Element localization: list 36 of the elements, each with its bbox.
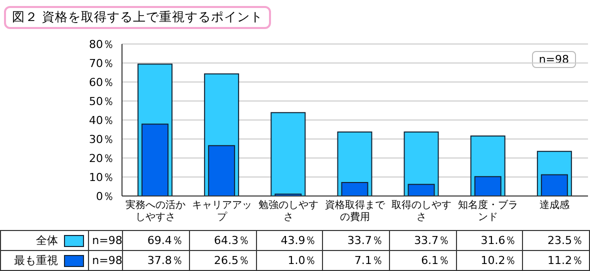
x-tick-label: 資格取得までの費用 [324, 200, 386, 224]
data-label: 23.5％ [522, 230, 590, 250]
x-tick-label: キャリアアップ [190, 200, 253, 224]
data-label: 26.5％ [189, 250, 256, 270]
data-label: 7.1％ [322, 250, 390, 270]
bar [270, 112, 306, 196]
x-tick-label: 知名度・ブランド [457, 200, 520, 224]
chart-title: 図２ 資格を取得する上で重視するポイント [4, 6, 271, 29]
y-tick-label: 70％ [89, 56, 114, 70]
text: n=98 [88, 250, 123, 270]
y-tick-label: 0％ [96, 190, 114, 203]
y-tick-label: 50％ [89, 94, 114, 108]
data-label: 1.0％ [256, 250, 323, 270]
y-tick-label: 60％ [89, 76, 114, 89]
y-tick-label: 80％ [89, 38, 114, 51]
data-label: 33.7％ [322, 230, 390, 250]
legend-label: 全体 [36, 233, 58, 248]
data-label: 64.3％ [189, 230, 256, 250]
x-tick-label: 実務への活かしやすさ [124, 200, 186, 224]
data-label: 10.2％ [456, 250, 523, 270]
y-tick-label: 10％ [89, 170, 114, 184]
x-tick-label: 勉強のしやすさ [257, 200, 320, 224]
data-label: 11.2％ [522, 250, 590, 270]
y-tick-label: 20％ [89, 152, 114, 165]
x-tick-label: 取得のしやすさ [390, 200, 453, 224]
data-label: 37.8％ [122, 250, 190, 270]
legend-label: 最も重視 [14, 253, 58, 268]
data-label: 31.6％ [456, 230, 523, 250]
y-tick-label: 40％ [89, 114, 114, 127]
data-label: 43.9％ [256, 230, 323, 250]
data-label: 33.7％ [389, 230, 456, 250]
data-label: 69.4％ [122, 230, 190, 250]
text: n=98 [88, 230, 123, 250]
data-label: 6.1％ [389, 250, 456, 270]
x-tick-label: 達成感 [538, 200, 571, 212]
y-tick-label: 30％ [89, 132, 114, 146]
